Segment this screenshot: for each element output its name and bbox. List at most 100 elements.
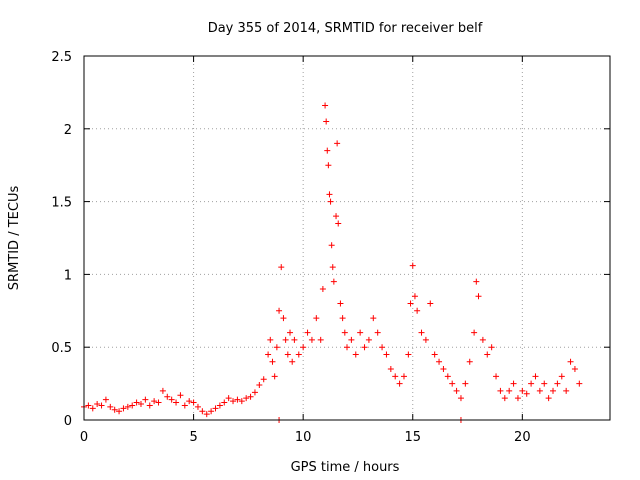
data-point [488,344,495,351]
data-point [278,264,285,271]
data-point [273,344,280,351]
data-point [256,382,263,389]
data-point [284,351,291,358]
data-point [291,336,298,343]
data-point [335,220,342,227]
data-point [212,405,219,412]
data-point [295,351,302,358]
data-point [418,329,425,336]
data-point [334,140,341,147]
data-point [313,315,320,322]
x-tick-label: 20 [514,430,531,445]
data-point [370,315,377,322]
data-point [190,399,197,406]
data-point [186,398,193,405]
data-point [164,393,171,400]
x-tick-label: 0 [80,430,88,445]
data-point [107,403,114,410]
data-point [85,402,92,409]
data-point [247,393,254,400]
data-point [330,278,337,285]
data-point [414,307,421,314]
data-point [541,380,548,387]
data-point [267,336,274,343]
y-tick-label: 0 [64,414,72,429]
data-point [484,351,491,358]
data-point [276,307,283,314]
data-point [326,191,333,198]
data-point [453,387,460,394]
data-point [444,373,451,380]
data-point [98,402,105,409]
data-point [124,403,131,410]
data-point [238,398,245,405]
data-point [411,293,418,300]
data-point [199,408,206,415]
data-point [120,405,127,412]
data-point [168,396,175,403]
data-point [374,329,381,336]
data-point [462,380,469,387]
data-point [325,162,332,169]
data-point [102,396,109,403]
data-point [89,405,96,412]
data-point [282,336,289,343]
data-point [352,351,359,358]
data-point [523,390,530,397]
data-point [545,395,552,402]
data-point [333,213,340,220]
data-point [216,402,223,409]
x-axis-label: GPS time / hours [291,460,400,475]
data-point [449,380,456,387]
data-point [234,396,241,403]
data-point [567,358,574,365]
data-point [181,402,188,409]
data-point [344,344,350,351]
data-point [323,118,330,125]
data-point [155,399,162,406]
chart-title: Day 355 of 2014, SRMTID for receiver bel… [208,21,483,36]
data-point [431,351,438,358]
data-point [322,102,329,109]
data-point [329,264,336,271]
data-point [327,198,334,205]
data-point [208,408,215,415]
data-point [471,329,478,336]
data-point [528,380,535,387]
data-point [357,329,364,336]
data-point [519,387,526,394]
data-point [422,336,429,343]
data-point [317,336,324,343]
data-point [400,373,407,380]
data-point [142,396,149,403]
data-point [289,358,296,365]
data-point [506,387,513,394]
data-point [337,300,344,307]
data-point [407,300,414,307]
data-point [265,351,272,358]
data-point [383,351,390,358]
data-point [361,344,368,351]
data-point [501,395,508,402]
data-point [365,336,372,343]
data-point [287,329,294,336]
data-point [436,358,443,365]
y-tick-label: 2 [64,123,72,138]
data-point [473,278,480,285]
data-point [221,399,228,406]
data-point [94,400,101,407]
data-point [328,242,335,249]
y-tick-label: 2.5 [51,50,72,65]
data-point [514,395,521,402]
data-point [348,336,355,343]
data-point [271,373,278,380]
data-point [146,402,153,409]
data-point [133,399,140,406]
data-point [304,329,311,336]
data-point [571,366,578,373]
data-point [387,366,394,373]
data-point [129,402,136,409]
data-point [225,395,232,402]
data-point [457,395,464,402]
data-point [493,373,500,380]
